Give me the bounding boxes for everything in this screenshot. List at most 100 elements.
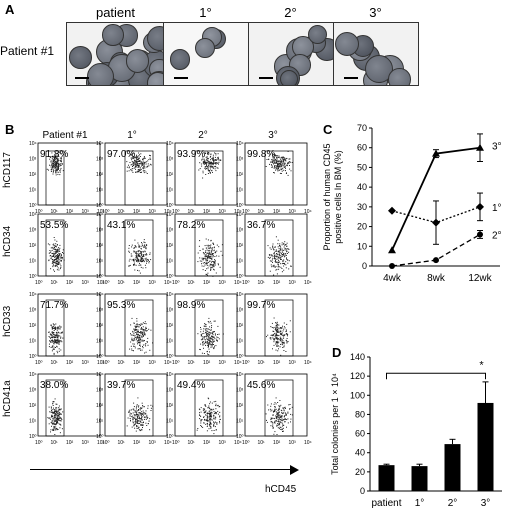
flow-dot — [209, 401, 211, 403]
flow-dot — [135, 329, 137, 330]
flow-dot — [60, 157, 62, 159]
flow-dot — [273, 156, 275, 158]
flow-dot — [138, 326, 140, 328]
flow-dot — [135, 430, 137, 432]
flow-dot — [273, 265, 275, 267]
flow-dot — [141, 323, 143, 325]
flow-dot — [58, 253, 60, 255]
flow-dot — [273, 317, 275, 319]
flow-dot — [60, 326, 62, 328]
flow-dot — [57, 337, 59, 339]
flow-dot — [136, 158, 138, 160]
flow-dot — [137, 343, 138, 345]
flow-dot — [140, 266, 142, 268]
flow-dot — [137, 164, 139, 166]
y-tick-label: 40 — [355, 448, 365, 458]
flow-dot — [58, 261, 60, 263]
flow-dot — [144, 264, 146, 266]
flow-dot — [209, 425, 210, 427]
flow-dot — [203, 328, 205, 330]
flow-dot — [280, 404, 282, 406]
flow-dot — [129, 264, 131, 266]
flow-dot — [53, 341, 55, 343]
flow-dot — [49, 343, 50, 345]
flow-dot — [136, 414, 138, 416]
flow-dot — [270, 421, 272, 423]
flow-dot — [144, 170, 146, 172]
flow-dot — [276, 261, 278, 263]
flow-dot — [284, 406, 286, 408]
flow-dot — [56, 422, 58, 424]
flow-dot — [202, 252, 204, 254]
flow-dot — [214, 251, 216, 253]
flow-dot — [208, 331, 210, 333]
flow-dot — [216, 340, 218, 342]
percentage-label: 43.1% — [107, 220, 135, 231]
flow-dot — [58, 409, 60, 411]
flow-dot — [136, 337, 138, 339]
flow-dot — [271, 327, 273, 328]
flow-dot — [53, 324, 55, 326]
flow-dot — [199, 349, 201, 351]
flow-dot — [57, 411, 59, 413]
x-tick-label: 10⁴ — [304, 440, 312, 446]
flow-dot — [203, 162, 205, 164]
y-tick-label: 10¹ — [236, 339, 244, 345]
flow-dot — [276, 168, 278, 170]
flow-dot — [210, 257, 211, 259]
flow-dot — [141, 349, 143, 351]
flow-dot — [132, 165, 134, 166]
flow-dot — [279, 346, 281, 348]
flow-dot — [204, 412, 206, 414]
flow-dot — [284, 244, 286, 246]
y-tick-label: 70 — [357, 123, 367, 133]
micrograph-patient — [66, 22, 164, 86]
flow-dot — [148, 328, 150, 330]
flow-dot — [136, 418, 138, 420]
flow-dot — [146, 260, 148, 262]
flow-dot — [279, 416, 281, 418]
x-tick-label: 10⁰ — [242, 209, 250, 215]
flow-dot — [287, 259, 289, 261]
diamond-marker — [432, 218, 440, 227]
flow-dot — [211, 408, 213, 410]
flow-dot — [279, 162, 280, 164]
flow-dot — [54, 413, 56, 415]
flow-dot — [131, 169, 133, 171]
flow-dot — [205, 254, 207, 255]
flow-dot — [57, 416, 58, 418]
flow-dot — [284, 327, 286, 329]
flow-dot — [209, 344, 211, 346]
flow-dot — [60, 408, 62, 410]
y-tick-label: 10⁴ — [29, 212, 37, 218]
flow-dot — [142, 328, 144, 330]
flow-dot — [283, 328, 285, 330]
flow-dot — [211, 338, 213, 340]
flow-dot — [143, 241, 145, 243]
flow-dot — [131, 350, 133, 351]
flow-dot — [53, 169, 55, 171]
flow-dot — [201, 334, 202, 336]
flow-dot — [283, 416, 285, 418]
flow-dot — [48, 169, 49, 171]
flow-dot — [203, 338, 205, 340]
flow-dot — [271, 254, 273, 256]
flow-dot — [141, 251, 143, 253]
flow-dot — [286, 342, 288, 344]
flow-dot — [136, 427, 138, 429]
percentage-label: 97.0% — [107, 149, 135, 160]
flow-dot — [147, 337, 149, 339]
flow-dot — [131, 317, 133, 319]
flow-dot — [212, 171, 213, 173]
flow-dot — [60, 417, 61, 419]
flow-dot — [130, 419, 131, 421]
flow-dot — [140, 333, 142, 335]
flow-dot — [138, 260, 139, 262]
flow-dot — [59, 420, 61, 422]
flow-dot — [134, 160, 136, 162]
y-tick-label: 10⁴ — [166, 141, 174, 147]
x-tick-label: 10² — [273, 440, 281, 446]
flow-dot — [274, 165, 276, 167]
flow-dot — [136, 318, 138, 320]
